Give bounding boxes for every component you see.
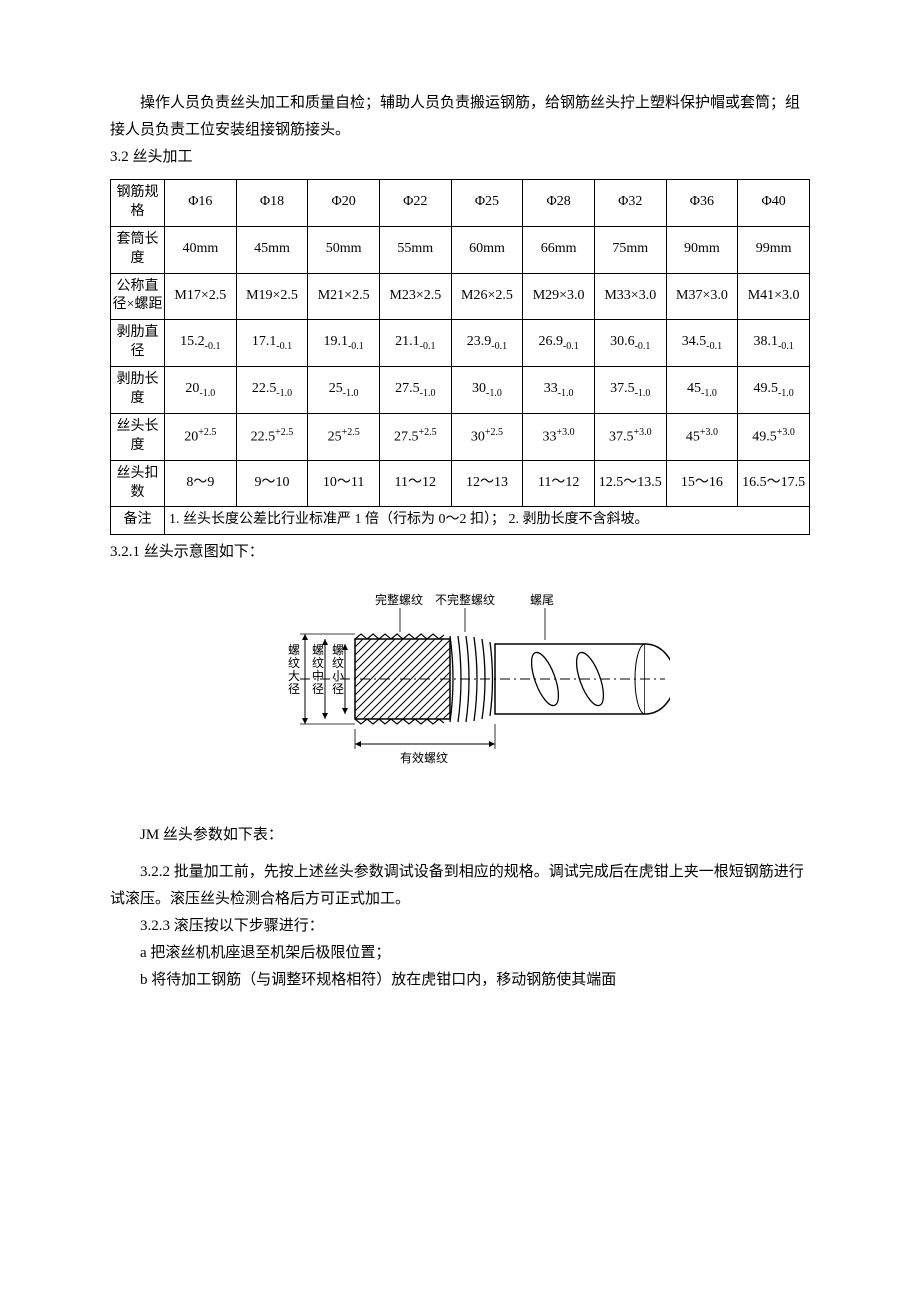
col-header: Φ18 — [236, 180, 308, 227]
cell: 38.1-0.1 — [738, 320, 810, 367]
cell: M37×3.0 — [666, 273, 738, 320]
cell: 40mm — [165, 226, 237, 273]
col-header: Φ22 — [379, 180, 451, 227]
cell: M21×2.5 — [308, 273, 380, 320]
cell: 15～16 — [666, 460, 738, 507]
cell: 19.1-0.1 — [308, 320, 380, 367]
diagram-label-tail: 螺尾 — [530, 593, 554, 607]
cell: 49.5+3.0 — [738, 413, 810, 460]
table-header-row: 钢筋规格 Φ16 Φ18 Φ20 Φ22 Φ25 Φ28 Φ32 Φ36 Φ40 — [111, 180, 810, 227]
cell: 33-1.0 — [523, 367, 595, 414]
col-header: 钢筋规格 — [111, 180, 165, 227]
cell: 37.5+3.0 — [594, 413, 666, 460]
row-label: 丝头长度 — [111, 413, 165, 460]
cell: 49.5-1.0 — [738, 367, 810, 414]
diagram-label-effective: 有效螺纹 — [400, 750, 448, 765]
p-step-b: b 将待加工钢筋（与调整环规格相符）放在虎钳口内，移动钢筋使其端面 — [110, 967, 810, 994]
cell: 23.9-0.1 — [451, 320, 523, 367]
cell: 22.5+2.5 — [236, 413, 308, 460]
cell: 20-1.0 — [165, 367, 237, 414]
cell: 25+2.5 — [308, 413, 380, 460]
intro-paragraph: 操作人员负责丝头加工和质量自检；辅助人员负责搬运钢筋，给钢筋丝头拧上塑料保护帽或… — [110, 90, 810, 144]
diagram-label-full: 完整螺纹 — [375, 592, 423, 607]
p-3-2-3: 3.2.3 滚压按以下步骤进行： — [110, 913, 810, 940]
diagram-label-partial: 不完整螺纹 — [435, 592, 495, 607]
cell: 37.5-1.0 — [594, 367, 666, 414]
row-label: 公称直径×螺距 — [111, 273, 165, 320]
cell: 20+2.5 — [165, 413, 237, 460]
note-cell: 1. 丝头长度公差比行业标准严 1 倍（行标为 0～2 扣）； 2. 剥肋长度不… — [165, 507, 810, 535]
cell: 27.5-1.0 — [379, 367, 451, 414]
cell: 55mm — [379, 226, 451, 273]
cell: 60mm — [451, 226, 523, 273]
col-header: Φ16 — [165, 180, 237, 227]
row-label: 丝头扣数 — [111, 460, 165, 507]
table-row: 剥肋直径 15.2-0.117.1-0.119.1-0.121.1-0.123.… — [111, 320, 810, 367]
cell: 45mm — [236, 226, 308, 273]
col-header: Φ20 — [308, 180, 380, 227]
row-label: 剥肋长度 — [111, 367, 165, 414]
table-row: 丝头扣数 8～9 9～10 10～11 11～12 12～13 11～12 12… — [111, 460, 810, 507]
cell: 90mm — [666, 226, 738, 273]
table-row: 剥肋长度 20-1.022.5-1.025-1.027.5-1.030-1.03… — [111, 367, 810, 414]
cell: 12.5～13.5 — [594, 460, 666, 507]
cell: 27.5+2.5 — [379, 413, 451, 460]
thread-diagram: 完整螺纹 不完整螺纹 螺尾 螺纹大径 螺纹中径 螺纹小径 有效螺纹 — [110, 584, 810, 794]
cell: 10～11 — [308, 460, 380, 507]
table-row: 公称直径×螺距 M17×2.5 M19×2.5 M21×2.5 M23×2.5 … — [111, 273, 810, 320]
cell: 11～12 — [523, 460, 595, 507]
table-row: 套筒长度 40mm 45mm 50mm 55mm 60mm 66mm 75mm … — [111, 226, 810, 273]
col-header: Φ28 — [523, 180, 595, 227]
col-header: Φ32 — [594, 180, 666, 227]
row-label: 剥肋直径 — [111, 320, 165, 367]
thread-parameters-table: 钢筋规格 Φ16 Φ18 Φ20 Φ22 Φ25 Φ28 Φ32 Φ36 Φ40… — [110, 179, 810, 535]
cell: 15.2-0.1 — [165, 320, 237, 367]
cell: M19×2.5 — [236, 273, 308, 320]
row-label: 套筒长度 — [111, 226, 165, 273]
cell: 8～9 — [165, 460, 237, 507]
cell: 45-1.0 — [666, 367, 738, 414]
cell: 26.9-0.1 — [523, 320, 595, 367]
cell: 34.5-0.1 — [666, 320, 738, 367]
cell: 12～13 — [451, 460, 523, 507]
table-note-row: 备注 1. 丝头长度公差比行业标准严 1 倍（行标为 0～2 扣）； 2. 剥肋… — [111, 507, 810, 535]
heading-3-2-1: 3.2.1 丝头示意图如下： — [110, 539, 810, 566]
cell: M26×2.5 — [451, 273, 523, 320]
cell: 66mm — [523, 226, 595, 273]
table-row: 丝头长度 20+2.522.5+2.525+2.527.5+2.530+2.53… — [111, 413, 810, 460]
diagram-label-major: 螺纹大径 — [288, 643, 300, 696]
cell: 21.1-0.1 — [379, 320, 451, 367]
cell: 30+2.5 — [451, 413, 523, 460]
col-header: Φ25 — [451, 180, 523, 227]
diagram-label-minor: 螺纹小径 — [332, 643, 344, 696]
cell: M29×3.0 — [523, 273, 595, 320]
cell: 11～12 — [379, 460, 451, 507]
cell: 75mm — [594, 226, 666, 273]
cell: 9～10 — [236, 460, 308, 507]
cell: 16.5～17.5 — [738, 460, 810, 507]
col-header: Φ36 — [666, 180, 738, 227]
cell: M33×3.0 — [594, 273, 666, 320]
p-step-a: a 把滚丝机机座退至机架后极限位置； — [110, 940, 810, 967]
note-label: 备注 — [111, 507, 165, 535]
cell: 17.1-0.1 — [236, 320, 308, 367]
cell: 99mm — [738, 226, 810, 273]
cell: 30.6-0.1 — [594, 320, 666, 367]
cell: 33+3.0 — [523, 413, 595, 460]
cell: 22.5-1.0 — [236, 367, 308, 414]
p-3-2-2: 3.2.2 批量加工前，先按上述丝头参数调试设备到相应的规格。调试完成后在虎钳上… — [110, 859, 810, 913]
cell: 30-1.0 — [451, 367, 523, 414]
cell: M23×2.5 — [379, 273, 451, 320]
cell: 25-1.0 — [308, 367, 380, 414]
jm-paragraph: JM 丝头参数如下表： — [110, 822, 810, 849]
heading-3-2: 3.2 丝头加工 — [110, 144, 810, 171]
cell: M41×3.0 — [738, 273, 810, 320]
cell: 50mm — [308, 226, 380, 273]
col-header: Φ40 — [738, 180, 810, 227]
diagram-label-pitch: 螺纹中径 — [312, 643, 324, 696]
cell: M17×2.5 — [165, 273, 237, 320]
cell: 45+3.0 — [666, 413, 738, 460]
